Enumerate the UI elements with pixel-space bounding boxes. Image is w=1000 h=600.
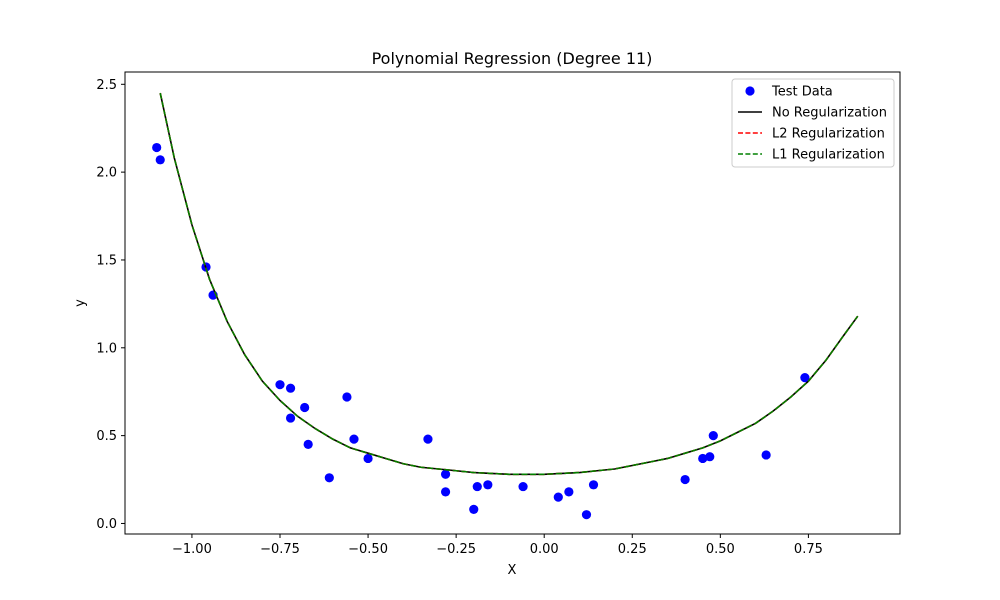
test-data-point — [423, 434, 433, 444]
test-data-point — [581, 510, 592, 520]
y-tick-label: 0.0 — [96, 517, 117, 532]
test-data-point — [564, 487, 574, 497]
test-data-point — [518, 481, 528, 492]
legend: Test Data No Regularization L2 Regularizat… — [731, 78, 895, 168]
test-data-point — [483, 480, 493, 490]
x-tick-label: −0.75 — [260, 542, 300, 557]
test-data-point — [472, 481, 482, 492]
legend-label-l1-regularization: L1 Regularization — [772, 148, 885, 163]
test-data-point — [152, 142, 162, 153]
test-data-point — [761, 450, 771, 460]
test-data-point — [705, 452, 715, 462]
test-data-point — [155, 155, 165, 165]
legend-label-test-data: Test Data — [771, 85, 833, 100]
x-tick-label: −0.50 — [348, 542, 388, 557]
test-data-point — [275, 380, 285, 390]
x-tick-label: −0.25 — [436, 542, 476, 557]
test-data-point — [469, 504, 479, 515]
test-data-point — [698, 453, 708, 464]
test-data-point — [800, 373, 810, 383]
test-data-point — [324, 473, 334, 483]
l1-regularization-line — [159, 92, 859, 476]
x-tick-label: 0.75 — [794, 542, 823, 557]
y-tick-label: 2.5 — [96, 78, 117, 93]
x-tick-label: 0.50 — [706, 542, 735, 557]
test-data-point — [680, 474, 690, 485]
y-tick-label: 1.0 — [96, 341, 117, 356]
test-data-point — [285, 383, 296, 393]
test-data-point — [285, 413, 296, 423]
x-tick-label: 0.25 — [618, 542, 647, 557]
x-tick-label: 0.00 — [530, 542, 559, 557]
test-data-point — [553, 492, 563, 502]
chart-title: Polynomial Regression (Degree 11) — [372, 49, 653, 68]
y-tick-label: 0.5 — [96, 429, 117, 444]
test-data-point — [708, 431, 718, 441]
legend-label-no-regularization: No Regularization — [772, 106, 887, 121]
test-data-point — [303, 439, 313, 450]
test-data-point — [349, 434, 359, 444]
test-data-point — [300, 402, 310, 413]
test-data-point — [440, 469, 451, 479]
test-data-point — [440, 487, 451, 497]
plot-frame — [124, 71, 901, 535]
test-data-point — [588, 480, 599, 490]
x-tick-label: −1.00 — [172, 542, 212, 557]
x-axis-label: X — [508, 563, 517, 578]
legend-box — [731, 78, 895, 168]
legend-label-l2-regularization: L2 Regularization — [772, 127, 885, 142]
plot-area — [152, 92, 859, 520]
test-data-point — [363, 453, 373, 464]
y-axis-label: y — [73, 299, 88, 307]
legend-marker-test-data — [745, 86, 755, 96]
y-tick-label: 1.5 — [96, 253, 117, 268]
test-data-point — [342, 392, 352, 402]
y-tick-label: 2.0 — [96, 166, 117, 181]
